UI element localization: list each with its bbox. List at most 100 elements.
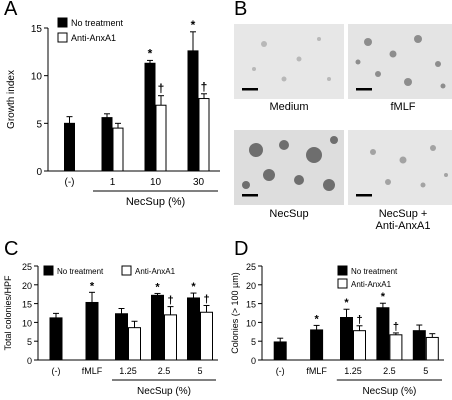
panel-letter-B: B: [234, 0, 248, 20]
panel-a-y-tick-label: 10: [31, 72, 43, 83]
micrograph-medium: [234, 24, 344, 99]
panel-d-bar-no-treatment: [376, 307, 390, 361]
panel-a-significance-mark: †: [158, 82, 165, 96]
panel-d-significance-mark: †: [356, 314, 362, 326]
panel-d-significance-mark: †: [393, 321, 399, 333]
panel-c-bar-no-treatment: [115, 313, 128, 361]
panel-d-y-axis-label: Colonies (> 100 µm): [230, 272, 240, 353]
panel-a-bar-anti-anxa1: [155, 104, 167, 172]
micrograph-necsup: [234, 130, 344, 205]
chart-panel-a: Growth index 0 5 10 15 (-) 1 * † 10 * † 30 NecSup (%)…: [6, 17, 220, 208]
panel-a-x-tick-label: 10: [150, 177, 162, 188]
panel-d-x-tick-label: 1.25: [344, 366, 362, 376]
panel-a-y-tick-label: 5: [36, 119, 42, 130]
panel-d-x-tick-label: fMLF: [306, 366, 327, 376]
panel-a-group-label: NecSup (%): [126, 196, 185, 208]
panel-c-x-tick-label: 2.5: [158, 366, 171, 376]
panel-c-x-tick-label: 5: [197, 366, 202, 376]
panel-d-x-tick-label: 2.5: [383, 366, 396, 376]
panel-d-legend-label: No treatment: [351, 267, 398, 276]
panel-d-legend-label: Anti-AnxA1: [351, 280, 392, 289]
panel-a-x-tick-label: 30: [193, 177, 205, 188]
panel-a-bar-anti-anxa1: [112, 127, 124, 172]
panel-c-y-tick-label: 25: [22, 262, 32, 272]
panel-d-legend-swatch: [337, 278, 348, 289]
panel-c-legend-label: No treatment: [57, 267, 104, 276]
panel-c-bar-no-treatment: [49, 317, 63, 361]
panel-d-x-tick-label: 5: [423, 366, 428, 376]
panel-a-significance-mark: *: [148, 46, 153, 60]
panel-c-legend-swatch: [43, 265, 54, 276]
panel-a-x-tick-label: (-): [65, 177, 75, 188]
panel-d-group-label: NecSup (%): [362, 386, 416, 397]
panel-a-legend-swatch: [57, 17, 68, 28]
chart-panel-c: Total colonies/HPF 0 5 10 15 20 25 (-) * fMLF 1.25…: [3, 262, 218, 397]
micrograph-necsup-anti-anxa1: [348, 130, 452, 205]
panel-a-y-axis-label: Growth index: [6, 70, 17, 129]
panel-c-y-tick-label: 5: [27, 337, 32, 347]
panel-c-bar-no-treatment: [85, 301, 99, 361]
panel-c-y-tick-label: 10: [22, 318, 32, 328]
panel-d-bar-anti-anxa1: [389, 334, 403, 361]
panel-c-y-axis-label: Total colonies/HPF: [3, 275, 13, 351]
panel-c-significance-mark: *: [90, 280, 95, 292]
panel-a-bar-no-treatment: [144, 62, 156, 172]
panel-d-bar-anti-anxa1: [425, 336, 439, 361]
panel-d-y-tick-label: 5: [251, 337, 256, 347]
micrograph-label-necsup-anti-anxa1: NecSup + Anti-AnxA1: [375, 208, 431, 232]
panel-a-bar-no-treatment: [187, 50, 199, 172]
micrograph-label-medium: Medium: [269, 101, 309, 113]
panel-d-y-tick-label: 25: [246, 262, 256, 272]
panel-d-significance-mark: *: [344, 297, 349, 309]
panel-a-x-tick-label: 1: [110, 177, 116, 188]
panel-d-significance-mark: *: [314, 313, 319, 325]
panel-c-x-tick-label: fMLF: [82, 366, 103, 376]
panel-d-bar-no-treatment: [310, 329, 324, 361]
panel-a-legend-swatch: [57, 32, 68, 43]
panel-a-y-tick-label: 0: [36, 167, 42, 178]
panel-d-bar-no-treatment: [340, 317, 353, 361]
panel-d-y-tick-label: 20: [246, 281, 256, 291]
panel-a-bar-no-treatment: [101, 117, 113, 172]
panel-a-y-tick-label: 15: [31, 24, 43, 35]
panel-c-bar-no-treatment: [187, 297, 200, 361]
micrograph-label-fmlf: fMLF: [390, 101, 416, 113]
panel-d-bar-no-treatment: [273, 341, 287, 361]
panel-c-x-tick-label: 1.25: [119, 366, 137, 376]
panel-c-legend-swatch: [121, 265, 132, 276]
panel-c-y-tick-label: 20: [22, 281, 32, 291]
panel-c-y-tick-label: 0: [27, 356, 32, 366]
panel-c-bar-no-treatment: [151, 294, 164, 361]
panel-letter-C: C: [4, 238, 19, 260]
panel-d-bar-anti-anxa1: [353, 330, 366, 361]
panel-letter-A: A: [4, 0, 18, 20]
panel-a-legend-label: Anti-AnxA1: [71, 33, 116, 43]
panel-c-y-tick-label: 15: [22, 300, 32, 310]
panel-a-legend-label: No treatment: [71, 18, 124, 28]
panel-c-significance-mark: *: [155, 281, 160, 293]
panel-d-significance-mark: *: [381, 291, 386, 303]
micrograph-fmlf: [348, 24, 452, 99]
panel-a-bar-no-treatment: [64, 122, 75, 172]
panel-a-significance-mark: *: [191, 18, 196, 32]
panel-d-y-tick-label: 15: [246, 300, 256, 310]
panel-d-bar-no-treatment: [412, 330, 426, 361]
panel-a-significance-mark: †: [201, 80, 208, 94]
panel-c-bar-anti-anxa1: [200, 311, 213, 361]
panel-c-legend-label: Anti-AnxA1: [135, 267, 176, 276]
panel-d-legend-swatch: [337, 265, 348, 276]
panel-c-significance-mark: †: [203, 293, 209, 305]
panel-c-significance-mark: *: [191, 281, 196, 293]
panel-d-x-tick-label: (-): [276, 366, 285, 376]
panel-c-x-tick-label: (-): [52, 366, 61, 376]
panel-d-y-tick-label: 0: [251, 356, 256, 366]
chart-panel-d: Colonies (> 100 µm) 0 5 10 15 20 25 (-) * fMLF * † 1…: [230, 262, 444, 397]
panel-a-bar-anti-anxa1: [198, 98, 210, 172]
panel-d-y-tick-label: 10: [246, 318, 256, 328]
panel-c-bar-anti-anxa1: [164, 314, 177, 361]
micrograph-label-necsup: NecSup: [269, 208, 309, 220]
panel-letter-D: D: [234, 238, 249, 260]
panel-c-significance-mark: †: [167, 295, 173, 307]
panel-c-group-label: NecSup (%): [137, 386, 191, 397]
